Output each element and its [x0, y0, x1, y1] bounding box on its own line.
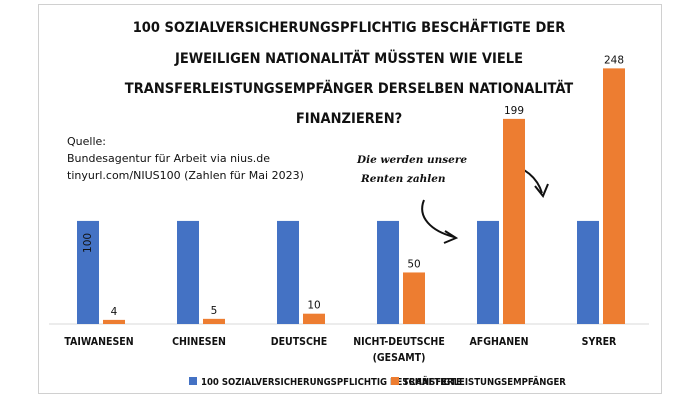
annotation-arrow-left	[421, 199, 455, 238]
category-label-1-0: CHINESEN	[172, 336, 226, 348]
annotation-line-1: Die werden unsere	[356, 154, 467, 166]
annotation-arrow-right-head	[534, 183, 549, 198]
chart-title: 100 SOZIALVERSICHERUNGSPFLICHTIG BESCHÄF…	[125, 19, 574, 127]
annotation-arrow-left-head	[443, 230, 459, 244]
legend-label-employed: 100 SOZIALVERSICHERUNGSPFLICHTIG BESCHÄF…	[201, 377, 462, 388]
source-line-3: tinyurl.com/NIUS100 (Zahlen für Mai 2023…	[67, 169, 304, 182]
bars	[77, 68, 625, 324]
value-label-transfer-1: 5	[211, 305, 218, 317]
value-labels: 100 4 5 10 50 199 248	[82, 54, 624, 318]
bar-transfer-3	[403, 272, 425, 324]
chart-title-line-4: FINANZIEREN?	[296, 111, 402, 127]
legend-swatch-transfer	[391, 377, 399, 385]
bar-employed-4	[477, 220, 499, 324]
bar-transfer-1	[203, 318, 225, 324]
bar-transfer-0	[103, 319, 125, 324]
legend-swatch-employed	[189, 377, 197, 385]
bar-transfer-5	[603, 68, 625, 324]
chart-title-line-2: JEWEILIGEN NATIONALITÄT MÜSSTEN WIE VIEL…	[174, 49, 523, 67]
value-label-employed-0: 100	[82, 233, 94, 253]
value-label-transfer-2: 10	[307, 300, 320, 312]
chart-frame: 100 SOZIALVERSICHERUNGSPFLICHTIG BESCHÄF…	[38, 4, 662, 394]
legend: 100 SOZIALVERSICHERUNGSPFLICHTIG BESCHÄF…	[189, 377, 566, 388]
chart-title-line-3: TRANSFERLEISTUNGSEMPFÄNGER DERSELBEN NAT…	[125, 80, 574, 97]
source-line-2: Bundesagentur für Arbeit via nius.de	[67, 152, 270, 165]
bar-employed-5	[577, 220, 599, 324]
bar-transfer-4	[503, 118, 525, 324]
bar-employed-1	[177, 220, 199, 324]
category-labels: TAIWANESEN CHINESEN DEUTSCHE NICHT-DEUTSCHE…	[64, 336, 617, 364]
bar-transfer-2	[303, 313, 325, 324]
value-label-transfer-5: 248	[604, 54, 624, 66]
category-label-0-0: TAIWANESEN	[64, 336, 133, 348]
value-label-transfer-0: 4	[111, 306, 118, 318]
category-label-3-1: (GESAMT)	[373, 352, 426, 364]
source-note: Quelle: Bundesagentur für Arbeit via niu…	[67, 135, 304, 182]
handwritten-annotation: Die werden unsere Renten zahlen	[356, 154, 549, 244]
legend-label-transfer: TRANSFERLEISTUNGSEMPFÄNGER	[403, 377, 566, 388]
bar-employed-2	[277, 220, 299, 324]
bar-employed-0	[77, 220, 99, 324]
annotation-line-2: Renten zahlen	[360, 173, 446, 185]
bar-chart: 100 SOZIALVERSICHERUNGSPFLICHTIG BESCHÄF…	[49, 19, 649, 388]
value-label-transfer-3: 50	[407, 258, 420, 270]
bar-employed-3	[377, 220, 399, 324]
chart-title-line-1: 100 SOZIALVERSICHERUNGSPFLICHTIG BESCHÄF…	[133, 19, 566, 36]
category-label-4-0: AFGHANEN	[469, 336, 528, 348]
category-label-3-0: NICHT-DEUTSCHE	[353, 336, 445, 348]
value-label-transfer-4: 199	[504, 105, 524, 117]
source-line-1: Quelle:	[67, 135, 106, 148]
category-label-5-0: SYRER	[582, 336, 617, 348]
category-label-2-0: DEUTSCHE	[271, 336, 328, 348]
